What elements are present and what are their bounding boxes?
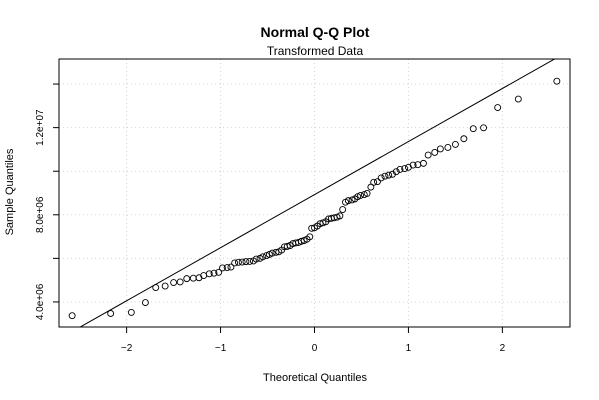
data-point <box>514 95 522 103</box>
x-axis-label: Theoretical Quantiles <box>263 372 367 384</box>
data-point <box>424 151 432 159</box>
data-point <box>494 104 502 112</box>
data-point <box>392 168 400 176</box>
data-point <box>431 149 439 156</box>
data-point <box>246 257 254 265</box>
data-point <box>161 282 169 290</box>
x-tick-label: 1 <box>406 343 412 354</box>
data-points <box>68 77 561 320</box>
x-tick-label: −1 <box>215 343 227 354</box>
data-point <box>210 269 218 277</box>
data-point <box>152 284 160 292</box>
chart-title: Normal Q-Q Plot <box>261 24 370 40</box>
data-point <box>176 278 184 286</box>
data-point <box>373 178 381 186</box>
data-point <box>127 308 135 316</box>
data-point <box>231 259 239 267</box>
data-point <box>170 279 178 287</box>
data-point <box>401 165 409 173</box>
data-point <box>436 145 444 153</box>
data-point <box>215 268 223 276</box>
data-point <box>189 274 197 282</box>
data-point <box>344 197 352 205</box>
data-point <box>238 258 246 266</box>
data-point <box>223 264 231 271</box>
data-point <box>252 255 260 263</box>
data-point <box>218 264 226 272</box>
data-point <box>227 263 235 271</box>
data-point <box>339 206 347 214</box>
data-point <box>268 249 276 257</box>
x-tick-label: 2 <box>500 343 506 354</box>
reference-line-group <box>79 59 556 327</box>
data-point <box>68 312 76 320</box>
plot-frame <box>58 58 571 328</box>
chart-subtitle: Transformed Data <box>267 44 364 58</box>
x-tick-label: −2 <box>121 343 133 354</box>
data-point <box>283 242 291 250</box>
data-point <box>451 140 459 148</box>
data-point <box>363 189 371 197</box>
y-tick-label: 1.2e+07 <box>35 109 46 146</box>
y-axis-label: Sample Quantiles <box>4 148 16 235</box>
data-point <box>370 178 378 186</box>
data-point <box>396 166 404 173</box>
data-point <box>259 253 267 261</box>
x-tick-label: 0 <box>312 343 318 354</box>
data-point <box>444 144 452 151</box>
data-point <box>460 135 468 143</box>
axes: −2 −1 0 1 2 4.0e+06 8.0e+06 1.2e+07 <box>35 83 506 354</box>
data-point <box>469 125 477 133</box>
data-point <box>381 172 389 180</box>
data-point <box>234 258 242 266</box>
data-point <box>377 174 385 182</box>
data-point <box>409 161 417 169</box>
data-point <box>141 299 149 307</box>
data-point <box>107 310 115 317</box>
data-point <box>420 159 427 167</box>
data-point <box>242 258 250 266</box>
data-point <box>480 124 488 132</box>
data-point <box>336 212 344 220</box>
data-point <box>357 191 364 199</box>
reference-line <box>79 59 556 327</box>
data-point <box>183 275 191 283</box>
grid-lines <box>59 59 570 327</box>
y-tick-label: 4.0e+06 <box>35 283 46 320</box>
data-point <box>205 270 213 278</box>
data-point <box>385 171 393 179</box>
data-point <box>553 77 561 85</box>
data-point <box>306 233 314 241</box>
y-tick-label: 8.0e+06 <box>35 196 46 233</box>
